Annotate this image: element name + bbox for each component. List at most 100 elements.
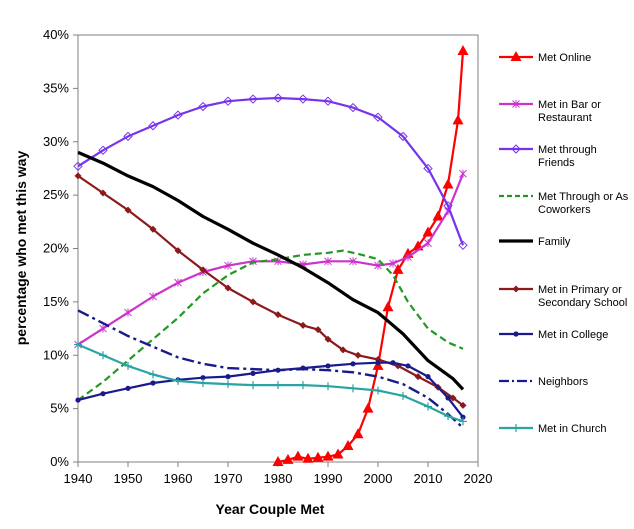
data-point	[200, 375, 206, 381]
data-point	[312, 451, 324, 462]
data-point	[444, 412, 452, 421]
data-point	[350, 361, 356, 367]
data-point	[199, 379, 207, 388]
data-point	[459, 169, 467, 178]
legend-label: Met in Primary or Secondary School	[538, 284, 627, 309]
legend-entry: Met Online	[499, 51, 591, 64]
data-point	[123, 131, 133, 142]
data-point	[174, 278, 182, 287]
legend-entry: Met in College	[499, 329, 608, 341]
data-point	[73, 161, 83, 172]
series-line	[77, 249, 464, 401]
data-point	[149, 225, 157, 233]
legend-label: Met Through or As Coworkers	[538, 191, 629, 216]
data-point	[375, 360, 381, 366]
y-tick-label: 20%	[43, 241, 69, 256]
data-point	[325, 363, 331, 369]
data-point	[99, 324, 107, 333]
data-point	[399, 391, 407, 400]
data-point	[149, 370, 157, 379]
data-point	[449, 394, 457, 402]
data-point	[198, 101, 208, 112]
y-tick-label: 10%	[43, 347, 69, 362]
series-line	[77, 309, 464, 429]
data-point	[223, 96, 233, 106]
data-point	[512, 285, 520, 293]
x-tick-label: 1940	[64, 471, 93, 486]
data-point	[282, 453, 294, 464]
legend-label: Met Online	[538, 52, 591, 64]
data-point	[224, 284, 232, 292]
data-point	[224, 261, 232, 270]
legend-label: Met in College	[538, 329, 608, 341]
data-point	[349, 384, 357, 393]
data-point	[174, 247, 182, 255]
x-tick-label: 1960	[164, 471, 193, 486]
legend-entry: Met Through or As Coworkers	[499, 191, 629, 216]
x-axis-title: Year Couple Met	[216, 501, 325, 517]
x-tick-label: 2000	[364, 471, 393, 486]
data-point	[374, 386, 382, 395]
data-point	[248, 94, 258, 104]
series-3	[77, 249, 464, 401]
data-point	[458, 240, 468, 251]
data-point	[352, 428, 364, 439]
data-point	[272, 456, 284, 466]
series-2	[73, 93, 468, 251]
data-point	[354, 351, 362, 359]
legend-entry: Met through Friends	[499, 144, 597, 169]
data-point	[174, 376, 182, 385]
legend-entry: Met in Church	[499, 423, 606, 435]
data-point	[398, 131, 408, 142]
y-tick-label: 40%	[43, 27, 69, 42]
series-line	[77, 96, 465, 246]
data-point	[314, 326, 322, 334]
x-tick-label: 2020	[464, 471, 493, 486]
data-point	[323, 96, 333, 106]
data-point	[445, 395, 451, 401]
series-line	[77, 174, 464, 407]
data-point	[149, 292, 157, 301]
data-point	[452, 114, 464, 125]
legend: Met Online Met in Bar or Restaurant Met thr…	[499, 51, 629, 435]
series-line	[77, 150, 465, 391]
data-point	[100, 391, 106, 397]
y-tick-label: 30%	[43, 134, 69, 149]
data-point	[75, 397, 81, 403]
data-point	[339, 346, 347, 354]
legend-label: Met through Friends	[538, 144, 597, 169]
legend-entry: Neighbors	[499, 376, 589, 388]
x-tick-label: 1990	[314, 471, 343, 486]
data-point	[422, 226, 434, 237]
data-point	[432, 210, 444, 221]
series-4	[77, 150, 465, 391]
data-point	[459, 401, 467, 409]
series-8	[74, 340, 467, 426]
y-tick-label: 5%	[50, 401, 69, 416]
series-7	[77, 309, 464, 429]
data-point	[124, 361, 132, 370]
data-point	[373, 112, 383, 122]
data-point	[74, 340, 82, 349]
data-point	[199, 266, 207, 274]
data-point	[224, 380, 232, 389]
data-point	[457, 45, 469, 56]
data-point	[512, 424, 520, 432]
y-tick-label: 35%	[43, 80, 69, 95]
data-point	[425, 374, 431, 380]
data-point	[298, 94, 308, 104]
x-tick-label: 1970	[214, 471, 243, 486]
data-point	[249, 298, 257, 306]
data-point	[292, 450, 304, 461]
data-point	[99, 189, 107, 197]
x-tick-label: 2010	[414, 471, 443, 486]
data-point	[273, 93, 283, 103]
legend-entry: Family	[499, 236, 571, 248]
data-point	[125, 385, 131, 391]
legend-label: Met in Bar or Restaurant	[538, 99, 601, 124]
data-point	[459, 417, 467, 426]
data-point	[249, 381, 257, 390]
y-tick-label: 15%	[43, 294, 69, 309]
legend-label: Neighbors	[538, 376, 589, 388]
